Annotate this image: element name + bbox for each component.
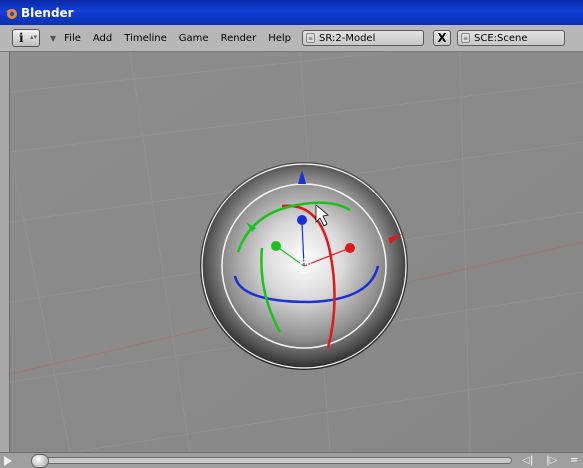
x-arrow-icon[interactable] [388,234,402,244]
screen-selector[interactable]: ≡ SR:2-Model [302,30,424,46]
browse-scene-icon[interactable]: ≡ [461,33,470,43]
viewport-left-edge [0,52,10,452]
play-icon[interactable] [4,456,12,466]
y-rotate-ring-lower[interactable] [260,247,282,333]
x-handle[interactable] [345,243,355,253]
axis-handles[interactable] [246,170,402,267]
mouse-pointer-icon [315,204,329,227]
window-title: Blender [21,5,74,20]
timeline-bar: ◁| |▷ = [0,452,583,468]
menu-file[interactable]: File [64,32,81,44]
pivot-center[interactable] [299,261,309,271]
collapse-menu-icon[interactable]: ▼ [50,33,57,43]
blender-logo-icon [5,8,17,19]
menu-help[interactable]: Help [268,32,291,44]
step-forward-icon[interactable]: |▷ [546,455,558,466]
z-arrow-icon[interactable] [298,170,306,184]
menu-render[interactable]: Render [220,32,257,44]
menu-timeline[interactable]: Timeline [124,32,167,44]
y-arrow-icon[interactable] [246,222,256,232]
screen-name[interactable]: SR:2-Model [319,32,376,44]
z-handle[interactable] [297,215,307,225]
3d-viewport[interactable] [10,52,583,452]
y-handle-stem [275,245,305,267]
step-back-icon[interactable]: ◁| [522,455,534,466]
menu-add[interactable]: Add [92,32,113,44]
window-type-button[interactable]: i ▴▾ [12,29,40,47]
updown-arrow-icon: ▴▾ [29,32,37,41]
end-icon[interactable]: = [570,455,579,466]
main-menu: File Add Timeline Game Render Help [64,33,303,44]
frame-slider[interactable] [31,454,512,468]
menu-game[interactable]: Game [178,32,209,44]
scene-name[interactable]: SCE:Scene [474,32,528,44]
delete-screen-button[interactable]: X [433,30,451,46]
x-rotate-ring[interactable] [281,204,336,349]
z-rotate-ring[interactable] [233,265,380,304]
x-handle-stem [303,247,351,267]
browse-screen-icon[interactable]: ≡ [306,33,315,43]
3d-cursor [296,258,312,274]
y-handle[interactable] [271,241,281,251]
y-rotate-ring[interactable] [236,201,351,253]
viewport-canvas[interactable] [10,52,583,452]
view-ring[interactable] [201,163,407,369]
info-icon: i [19,31,24,45]
frame-slider-handle[interactable] [31,454,49,468]
info-header: i ▴▾ ▼ File Add Timeline Game Render Hel… [0,25,583,52]
scene-selector[interactable]: ≡ SCE:Scene [457,30,565,46]
title-bar: Blender [0,0,583,25]
